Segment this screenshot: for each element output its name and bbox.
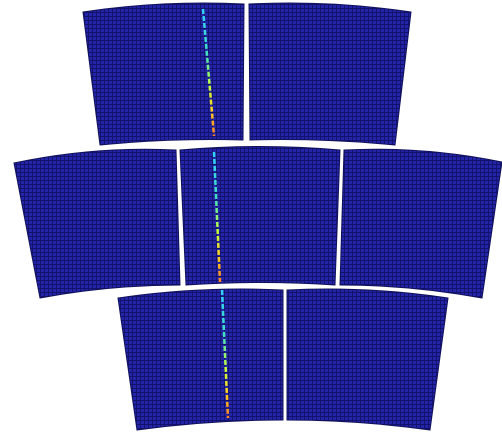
page: (() => { const data = JSON.parse(documen… [0,0,502,436]
mesh-panel [340,149,502,298]
mesh-panel [118,289,283,430]
mesh-panel [180,147,340,286]
mesh-view [0,0,502,436]
mesh-panel [14,149,180,298]
mesh-panel [249,3,411,145]
mesh-panel [83,3,244,145]
mesh-panel [287,289,448,430]
